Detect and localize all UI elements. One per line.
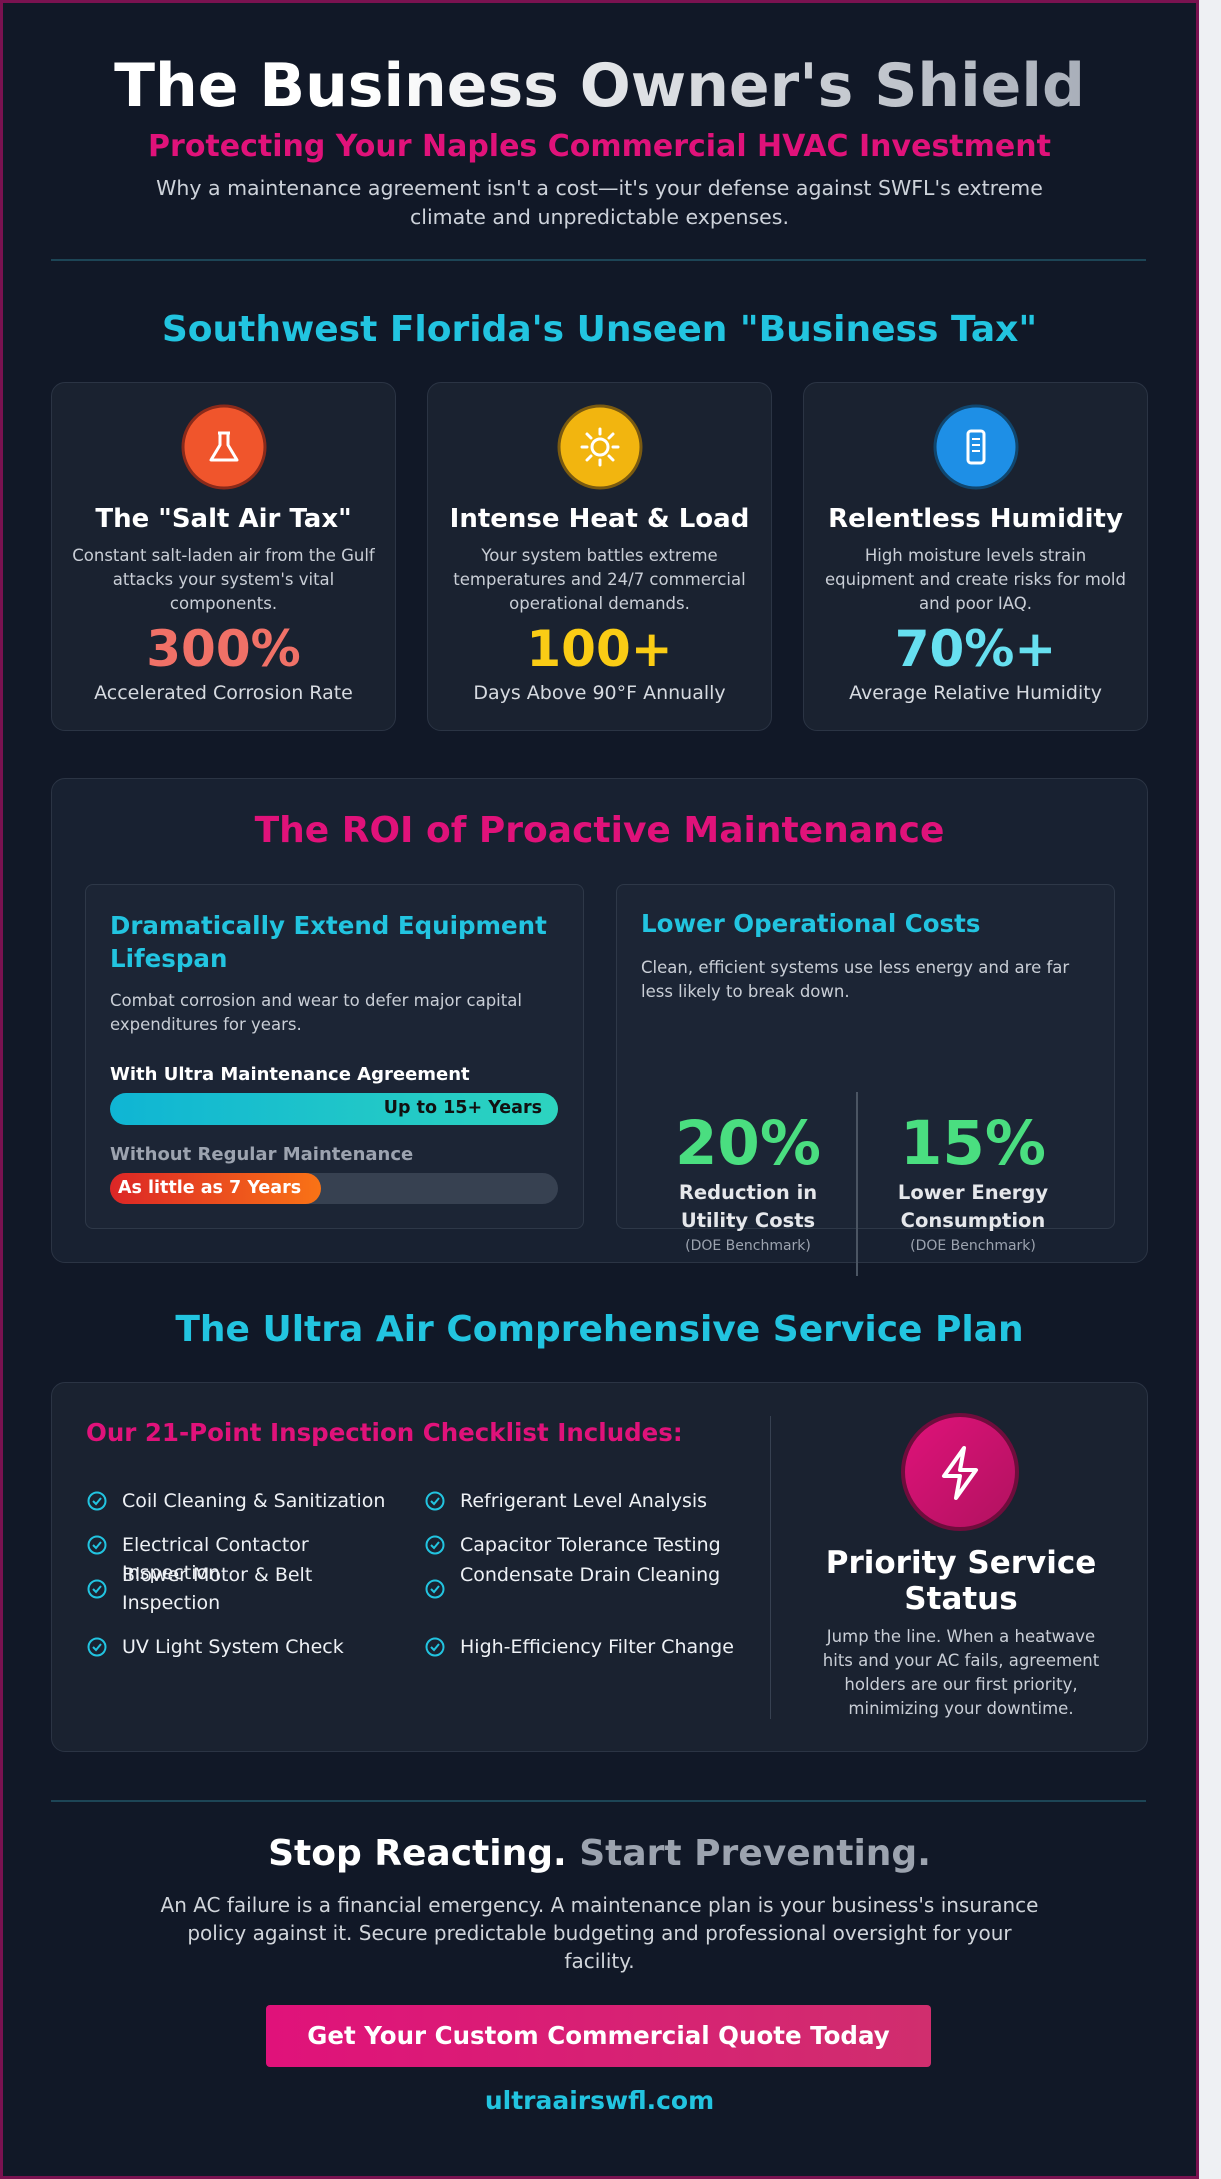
bar-label: Without Regular Maintenance [110, 1144, 414, 1165]
bar-text: As little as 7 Years [118, 1178, 302, 1198]
checklist-item: Refrigerant Level Analysis [460, 1490, 708, 1512]
check-icon [425, 1491, 445, 1511]
box-title: Lower Operational Costs [641, 909, 981, 938]
lifespan-box: Dramatically Extend Equipment Lifespan C… [85, 884, 584, 1229]
checklist-item: High-Efficiency Filter Change [460, 1636, 734, 1658]
check-icon [87, 1535, 107, 1555]
card-stat-label: Accelerated Corrosion Rate [94, 682, 353, 704]
check-icon [87, 1637, 107, 1657]
box-title: Dramatically Extend Equipment Lifespan [110, 911, 547, 973]
divider [51, 259, 1146, 261]
checklist-item: Coil Cleaning & Sanitization [122, 1490, 386, 1512]
section-heading: The ROI of Proactive Maintenance [254, 810, 945, 851]
priority-text: Jump the line. When a heatwave hits and … [822, 1627, 1100, 1718]
divider [770, 1416, 771, 1719]
card-title: The "Salt Air Tax" [95, 504, 352, 534]
bar: As little as 7 Years [110, 1173, 321, 1204]
box-text: Clean, efficient systems use less energy… [641, 958, 1070, 1001]
card-text: Constant salt-laden air from the Gulf at… [72, 546, 375, 613]
cta-button[interactable]: Get Your Custom Commercial Quote Today [266, 2005, 931, 2067]
card: Intense Heat & Load Your system battles … [427, 382, 772, 731]
divider [856, 1092, 858, 1276]
bar-label: With Ultra Maintenance Agreement [110, 1064, 470, 1085]
cost-stat: 15% [899, 1108, 1046, 1179]
cost-note: (DOE Benchmark) [685, 1238, 811, 1254]
card-text: High moisture levels strain equipment an… [825, 546, 1126, 613]
priority-title: Priority Service Status [825, 1545, 1097, 1617]
check-icon [425, 1637, 445, 1657]
icon [181, 404, 267, 490]
check-icon [425, 1579, 445, 1599]
checklist-item: UV Light System Check [122, 1636, 344, 1658]
checklist-item: Blower Motor & Belt Inspection [122, 1564, 313, 1614]
checklist-item: Electrical Contactor Inspection [122, 1534, 309, 1584]
cta-title: Stop Reacting. Start Preventing. [3, 1833, 1196, 1874]
box-text: Combat corrosion and wear to defer major… [110, 991, 522, 1034]
icon [933, 404, 1019, 490]
plan-panel: Our 21-Point Inspection Checklist Includ… [51, 1382, 1148, 1752]
card-stat-label: Days Above 90°F Annually [473, 682, 726, 704]
checklist-item: Condensate Drain Cleaning [460, 1564, 721, 1586]
site-url[interactable]: ultraairswfl.com [484, 2086, 715, 2115]
cta-title-b: Start Preventing. [579, 1833, 931, 1874]
check-icon [425, 1535, 445, 1555]
card-stat-label: Average Relative Humidity [849, 682, 1102, 704]
costs-box: Lower Operational Costs Clean, efficient… [616, 884, 1115, 1229]
cost-stat: 20% [674, 1108, 821, 1179]
bar-track: As little as 7 Years [110, 1173, 558, 1204]
card-text: Your system battles extreme temperatures… [453, 546, 746, 613]
bar: Up to 15+ Years [110, 1093, 558, 1125]
icon [557, 404, 643, 490]
cost-label: Reduction in Utility Costs [678, 1181, 818, 1232]
card: The "Salt Air Tax" Constant salt-laden a… [51, 382, 396, 731]
checklist-item: Capacitor Tolerance Testing [460, 1534, 721, 1556]
card-stat: 100+ [526, 620, 673, 678]
section-heading: The Ultra Air Comprehensive Service Plan [175, 1309, 1024, 1350]
card-stat: 300% [146, 620, 301, 678]
subtitle: Protecting Your Naples Commercial HVAC I… [148, 129, 1051, 164]
intro: Why a maintenance agreement isn't a cost… [156, 176, 1043, 229]
card-title: Relentless Humidity [828, 504, 1123, 534]
priority-icon [901, 1413, 1019, 1531]
check-icon [87, 1491, 107, 1511]
cta-text: An AC failure is a financial emergency. … [160, 1893, 1039, 1973]
card-stat: 70%+ [894, 620, 1057, 678]
section-heading: Southwest Florida's Unseen "Business Tax… [161, 309, 1038, 350]
checklist-title: Our 21-Point Inspection Checklist Includ… [86, 1418, 683, 1447]
title: The Business Owner's Shield [3, 51, 1196, 121]
divider [51, 1800, 1146, 1802]
cost-note: (DOE Benchmark) [910, 1238, 1036, 1254]
card: Relentless Humidity High moisture levels… [803, 382, 1148, 731]
check-icon [87, 1579, 107, 1599]
bar-text: Up to 15+ Years [383, 1098, 542, 1118]
card-title: Intense Heat & Load [449, 504, 750, 534]
cta-title-a: Stop Reacting. [268, 1833, 567, 1874]
cost-label: Lower Energy Consumption [897, 1181, 1049, 1232]
